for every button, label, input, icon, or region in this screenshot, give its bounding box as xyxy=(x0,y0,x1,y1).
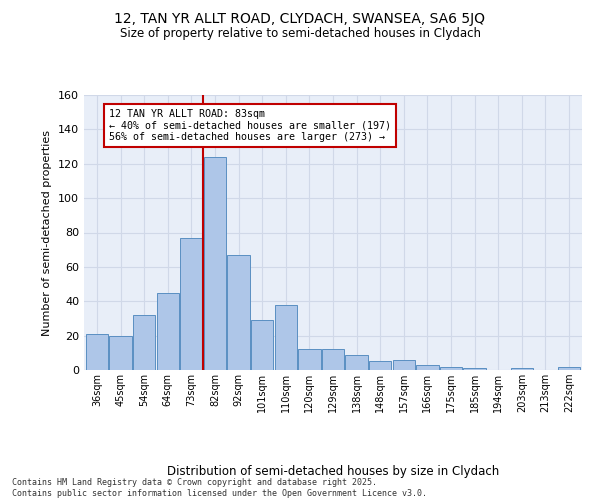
Bar xyxy=(369,362,391,370)
Bar xyxy=(157,292,179,370)
Bar xyxy=(86,334,108,370)
Bar xyxy=(346,354,368,370)
Bar xyxy=(322,350,344,370)
Bar xyxy=(109,336,132,370)
Bar xyxy=(251,320,274,370)
Bar xyxy=(298,350,320,370)
Bar xyxy=(133,315,155,370)
Text: Contains HM Land Registry data © Crown copyright and database right 2025.
Contai: Contains HM Land Registry data © Crown c… xyxy=(12,478,427,498)
Text: Distribution of semi-detached houses by size in Clydach: Distribution of semi-detached houses by … xyxy=(167,464,499,477)
Bar xyxy=(511,368,533,370)
Bar xyxy=(558,366,580,370)
Bar xyxy=(227,255,250,370)
Bar xyxy=(392,360,415,370)
Text: Size of property relative to semi-detached houses in Clydach: Size of property relative to semi-detach… xyxy=(119,28,481,40)
Bar xyxy=(463,368,486,370)
Bar xyxy=(275,304,297,370)
Bar xyxy=(440,366,462,370)
Bar xyxy=(180,238,203,370)
Bar xyxy=(204,157,226,370)
Bar xyxy=(416,365,439,370)
Text: 12, TAN YR ALLT ROAD, CLYDACH, SWANSEA, SA6 5JQ: 12, TAN YR ALLT ROAD, CLYDACH, SWANSEA, … xyxy=(115,12,485,26)
Text: 12 TAN YR ALLT ROAD: 83sqm
← 40% of semi-detached houses are smaller (197)
56% o: 12 TAN YR ALLT ROAD: 83sqm ← 40% of semi… xyxy=(109,109,391,142)
Y-axis label: Number of semi-detached properties: Number of semi-detached properties xyxy=(43,130,52,336)
